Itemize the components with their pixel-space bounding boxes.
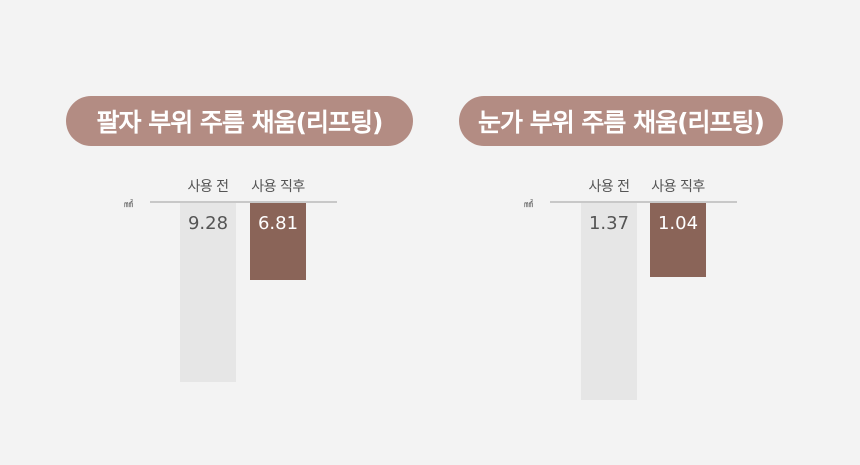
category-label: 사용 직후 xyxy=(251,179,305,195)
bar-after-2 xyxy=(650,203,706,277)
axis-line-1 xyxy=(150,201,337,203)
category-label: 사용 전 xyxy=(187,179,229,195)
category-label: 사용 직후 xyxy=(651,179,705,195)
unit-label-2: ㎟ xyxy=(524,200,534,210)
data-label: 9.28 xyxy=(187,213,229,234)
chart-title-1: 팔자 부위 주름 채움(리프팅) xyxy=(66,96,413,146)
data-label: 1.04 xyxy=(657,213,699,234)
data-label: 6.81 xyxy=(257,213,299,234)
bar-before-2 xyxy=(581,203,637,400)
category-label: 사용 전 xyxy=(588,179,630,195)
bar-after-1 xyxy=(250,203,306,280)
bar-before-1 xyxy=(180,203,236,382)
unit-label-1: ㎟ xyxy=(124,200,134,210)
chart-title-2: 눈가 부위 주름 채움(리프팅) xyxy=(459,96,783,146)
axis-line-2 xyxy=(550,201,737,203)
data-label: 1.37 xyxy=(588,213,630,234)
